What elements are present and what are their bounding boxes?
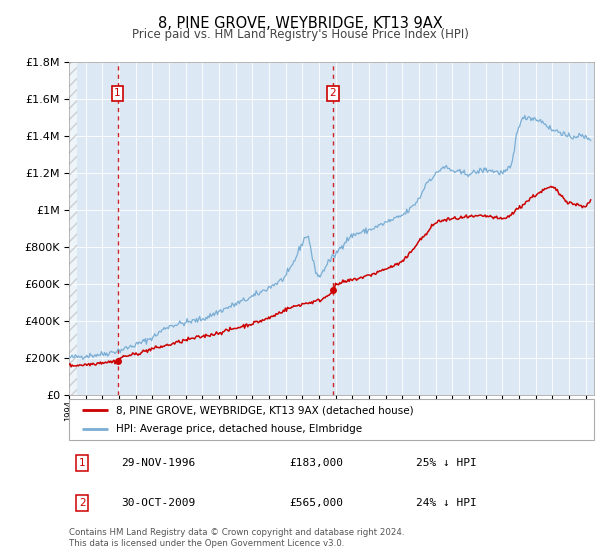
Text: 1: 1 <box>79 458 85 468</box>
Text: 25% ↓ HPI: 25% ↓ HPI <box>415 458 476 468</box>
Text: This data is licensed under the Open Government Licence v3.0.: This data is licensed under the Open Gov… <box>69 539 344 548</box>
Text: 29-NOV-1996: 29-NOV-1996 <box>121 458 196 468</box>
Text: £565,000: £565,000 <box>290 498 343 508</box>
Text: HPI: Average price, detached house, Elmbridge: HPI: Average price, detached house, Elmb… <box>116 424 362 433</box>
Text: Contains HM Land Registry data © Crown copyright and database right 2024.: Contains HM Land Registry data © Crown c… <box>69 528 404 536</box>
Text: Price paid vs. HM Land Registry's House Price Index (HPI): Price paid vs. HM Land Registry's House … <box>131 28 469 41</box>
Text: £183,000: £183,000 <box>290 458 343 468</box>
Text: 2: 2 <box>329 88 336 98</box>
Text: 30-OCT-2009: 30-OCT-2009 <box>121 498 196 508</box>
Text: 1: 1 <box>114 88 121 98</box>
Text: 2: 2 <box>79 498 85 508</box>
Text: 8, PINE GROVE, WEYBRIDGE, KT13 9AX: 8, PINE GROVE, WEYBRIDGE, KT13 9AX <box>158 16 442 31</box>
Text: 8, PINE GROVE, WEYBRIDGE, KT13 9AX (detached house): 8, PINE GROVE, WEYBRIDGE, KT13 9AX (deta… <box>116 405 414 415</box>
Text: 24% ↓ HPI: 24% ↓ HPI <box>415 498 476 508</box>
